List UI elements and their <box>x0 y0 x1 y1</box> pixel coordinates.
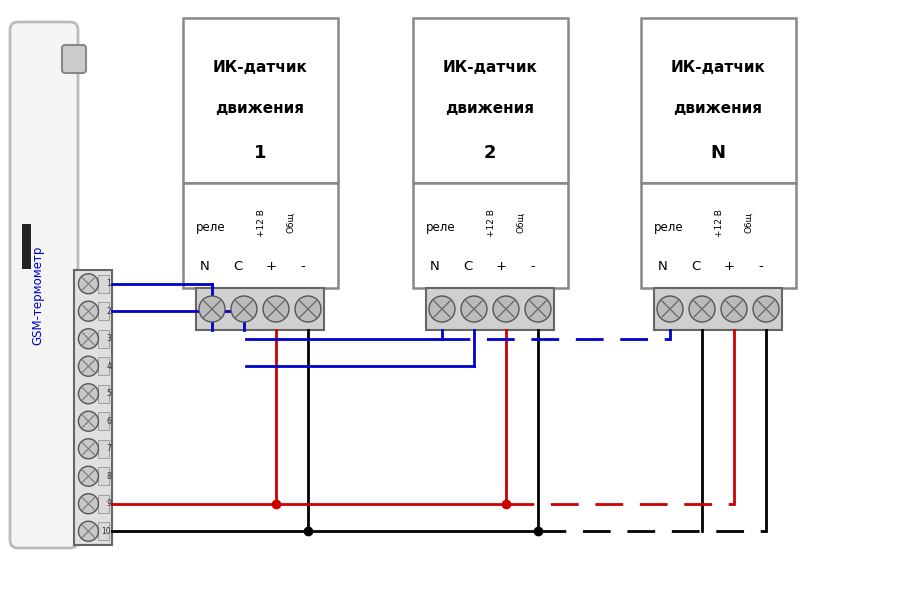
Circle shape <box>79 329 99 349</box>
Text: 2: 2 <box>107 307 112 316</box>
Circle shape <box>231 296 257 322</box>
Bar <box>98 330 109 348</box>
Text: 3: 3 <box>106 335 112 343</box>
Text: 6: 6 <box>106 417 112 426</box>
Text: +: + <box>495 261 506 274</box>
Text: 2: 2 <box>484 144 496 163</box>
Circle shape <box>199 296 225 322</box>
Circle shape <box>657 296 683 322</box>
Bar <box>641 18 796 183</box>
Circle shape <box>263 296 289 322</box>
Text: 1: 1 <box>107 280 112 288</box>
Text: Общ: Общ <box>516 212 526 233</box>
Circle shape <box>79 493 99 514</box>
Text: +12 В: +12 В <box>257 209 265 237</box>
Text: C: C <box>463 261 473 274</box>
Text: 1: 1 <box>254 144 266 163</box>
Text: C: C <box>233 261 242 274</box>
Bar <box>196 288 324 330</box>
Bar <box>22 224 31 269</box>
Bar <box>98 302 109 320</box>
Circle shape <box>79 274 99 294</box>
Text: -: - <box>301 261 305 274</box>
Text: ИК-датчик: ИК-датчик <box>671 60 765 75</box>
Text: N: N <box>658 261 668 274</box>
Text: +: + <box>265 261 277 274</box>
Text: N: N <box>430 261 440 274</box>
Bar <box>413 18 568 183</box>
Text: 4: 4 <box>106 362 112 371</box>
Bar <box>98 275 109 293</box>
Text: движения: движения <box>445 101 535 116</box>
Bar <box>98 357 109 375</box>
Text: GSM-термометр: GSM-термометр <box>31 245 44 345</box>
Text: ИК-датчик: ИК-датчик <box>213 60 307 75</box>
Text: +12 В: +12 В <box>486 209 495 237</box>
Circle shape <box>525 296 551 322</box>
Bar <box>98 413 109 430</box>
Circle shape <box>753 296 779 322</box>
Circle shape <box>79 411 99 431</box>
Text: ИК-датчик: ИК-датчик <box>442 60 537 75</box>
Text: -: - <box>759 261 763 274</box>
Text: 9: 9 <box>106 499 112 508</box>
FancyBboxPatch shape <box>62 45 86 73</box>
Circle shape <box>461 296 487 322</box>
Text: C: C <box>691 261 701 274</box>
Text: 5: 5 <box>106 389 112 398</box>
Text: 10: 10 <box>101 527 112 536</box>
Circle shape <box>689 296 715 322</box>
Bar <box>426 288 554 330</box>
Text: движения: движения <box>674 101 762 116</box>
Text: 8: 8 <box>107 472 112 480</box>
Bar <box>654 288 782 330</box>
Circle shape <box>79 384 99 404</box>
Circle shape <box>429 296 455 322</box>
Text: -: - <box>531 261 536 274</box>
Bar <box>98 467 109 485</box>
Text: N: N <box>200 261 210 274</box>
Text: движения: движения <box>216 101 304 116</box>
Circle shape <box>721 296 747 322</box>
Bar <box>98 385 109 402</box>
Circle shape <box>79 301 99 322</box>
Circle shape <box>79 439 99 459</box>
Bar <box>413 183 568 288</box>
Text: реле: реле <box>426 220 456 233</box>
Circle shape <box>493 296 519 322</box>
Bar <box>183 18 338 183</box>
Text: Общ: Общ <box>286 212 295 233</box>
Text: Общ: Общ <box>745 212 753 233</box>
Text: N: N <box>710 144 726 163</box>
Bar <box>98 495 109 513</box>
Circle shape <box>79 521 99 541</box>
Text: реле: реле <box>197 220 226 233</box>
Bar <box>98 522 109 540</box>
Circle shape <box>79 356 99 376</box>
Text: 7: 7 <box>106 444 112 453</box>
Circle shape <box>79 466 99 486</box>
Bar <box>183 183 338 288</box>
Circle shape <box>295 296 321 322</box>
Bar <box>98 440 109 458</box>
Bar <box>641 183 796 288</box>
Bar <box>74 270 112 545</box>
Text: +12 В: +12 В <box>715 209 724 237</box>
Text: +: + <box>724 261 735 274</box>
FancyBboxPatch shape <box>10 22 78 548</box>
Text: реле: реле <box>654 220 684 233</box>
